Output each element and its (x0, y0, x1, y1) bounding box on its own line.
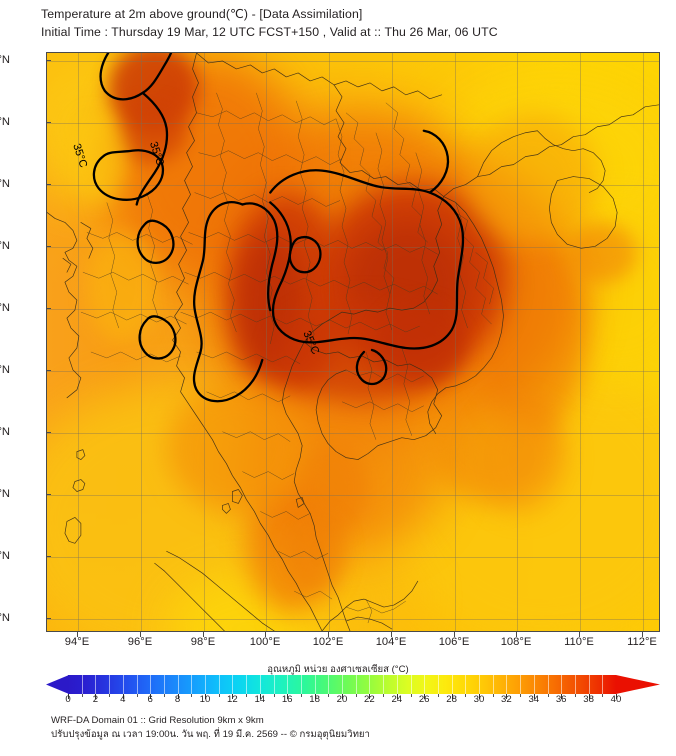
footer-block: WRF-DA Domain 01 :: Grid Resolution 9km … (51, 714, 651, 741)
colorbar-tick-label: 0 (65, 694, 71, 705)
colorbar-tick-label: 22 (364, 694, 375, 705)
x-tick-label: 94°E (64, 636, 90, 648)
x-tick-label: 100°E (249, 636, 281, 648)
y-tick-label: 8°N (0, 488, 10, 500)
contour-35c (92, 53, 465, 403)
chart-title-block: Temperature at 2m above ground(℃) - [Dat… (41, 6, 661, 41)
chart-subtitle: Initial Time : Thursday 19 Mar, 12 UTC F… (41, 24, 498, 39)
x-tick-label: 112°E (627, 636, 657, 648)
x-tick-label: 96°E (127, 636, 153, 648)
x-tick-label: 110°E (564, 636, 594, 648)
field-blob (477, 403, 567, 513)
colorbar-extend-low (46, 675, 69, 694)
contour-label-35c: 35°C (70, 142, 89, 169)
colorbar-tick-label: 2 (92, 694, 99, 705)
x-tick-label: 98°E (190, 636, 216, 648)
y-tick-label: 6°N (0, 550, 10, 562)
y-tick-label: 18°N (0, 178, 10, 190)
colorbar-gradient (68, 675, 616, 694)
colorbar-tick-label: 32 (501, 694, 512, 705)
colorbar-tick-label: 20 (336, 694, 348, 705)
y-tick-label: 22°N (0, 54, 10, 66)
field-blob (287, 513, 347, 593)
colorbar-tick-label: 4 (120, 694, 126, 705)
colorbar-tick-label: 12 (227, 694, 238, 705)
geography-overlay: 35°C 35°C 35°C (47, 53, 659, 631)
colorbar-tick-label: 36 (555, 694, 567, 705)
colorbar-tick-label: 6 (147, 694, 153, 705)
colorbar-tick-label: 38 (583, 694, 594, 705)
y-tick-label: 4°N (0, 612, 10, 624)
colorbar-tick-label: 40 (610, 694, 622, 705)
footer-credit: ปรับปรุงข้อมูล ณ เวลา 19:00น. วัน พฤ. ที… (51, 728, 370, 740)
colorbar-tick-label: 28 (446, 694, 457, 705)
y-tick-label: 14°N (0, 302, 10, 314)
y-tick-label: 10°N (0, 426, 10, 438)
colorbar-tick-label: 14 (254, 694, 266, 705)
x-tick-label: 104°E (375, 636, 407, 648)
colorbar-tick-label: 30 (473, 694, 485, 705)
colorbar-tick-label: 10 (199, 694, 211, 705)
colorbar-tick-label: 16 (281, 694, 293, 705)
y-tick-label: 16°N (0, 240, 10, 252)
y-tick-label: 20°N (0, 116, 10, 128)
colorbar-tick-label: 26 (418, 694, 430, 705)
field-blob (567, 223, 637, 283)
field-blob (467, 113, 597, 243)
x-tick-label: 106°E (438, 636, 470, 648)
colorbar (46, 675, 660, 699)
footer-model-info: WRF-DA Domain 01 :: Grid Resolution 9km … (51, 715, 264, 726)
field-blob (87, 233, 157, 343)
contour-label-35c: 35°C (147, 140, 166, 167)
map-plot-area: 35°C 35°C 35°C (46, 52, 660, 632)
colorbar-tick-label: 24 (391, 694, 403, 705)
colorbar-title: อุณหภูมิ หน่วย องศาเซลเซียส (°C) (267, 664, 409, 675)
chart-title: Temperature at 2m above ground(℃) - [Dat… (41, 7, 363, 21)
colorbar-extend-high (616, 675, 660, 694)
x-tick-label: 108°E (500, 636, 532, 648)
colorbar-tick-label: 8 (174, 694, 181, 705)
contour-label-group: 35°C 35°C 35°C (70, 140, 321, 356)
y-tick-label: 12°N (0, 364, 10, 376)
colorbar-tick-label: 34 (528, 694, 540, 705)
field-blob (167, 383, 307, 513)
x-tick-label: 102°E (312, 636, 344, 648)
colorbar-tick-label: 18 (309, 694, 320, 705)
